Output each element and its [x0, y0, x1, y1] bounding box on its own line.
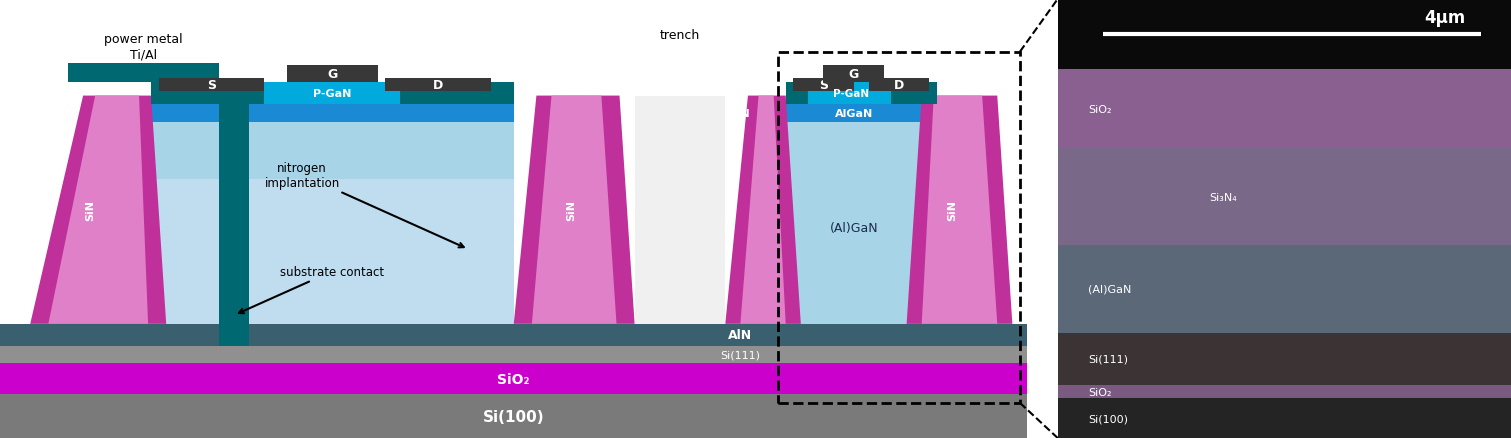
Text: SiN: SiN — [86, 200, 95, 221]
Bar — [1058, 70, 1511, 149]
Text: SiN: SiN — [947, 200, 956, 221]
Text: SiO₂: SiO₂ — [497, 372, 530, 386]
Bar — [861, 83, 937, 105]
Text: (Al)GaN: (Al)GaN — [830, 221, 878, 234]
Bar — [0, 346, 1027, 364]
Bar — [786, 123, 922, 324]
Text: SiO₂: SiO₂ — [1088, 387, 1112, 397]
Text: SiO₂: SiO₂ — [1088, 105, 1112, 114]
Bar — [219, 105, 249, 346]
Bar — [159, 79, 264, 92]
Polygon shape — [30, 96, 166, 324]
Bar — [1058, 399, 1511, 438]
Bar — [778, 53, 1020, 403]
Bar — [1058, 385, 1511, 399]
Text: SiN: SiN — [567, 200, 576, 221]
Text: Si(100): Si(100) — [1088, 413, 1127, 423]
Text: substrate contact: substrate contact — [239, 265, 384, 314]
Polygon shape — [48, 96, 148, 324]
Bar — [68, 64, 219, 83]
Text: nitrogen
implantation: nitrogen implantation — [264, 161, 464, 248]
Text: S: S — [819, 79, 828, 92]
Bar — [1058, 149, 1511, 245]
Text: Si(100): Si(100) — [484, 409, 544, 424]
Bar — [0, 394, 1027, 438]
Text: AlN: AlN — [728, 109, 751, 119]
Text: Si₃N₄: Si₃N₄ — [1209, 192, 1236, 202]
Polygon shape — [740, 96, 786, 324]
Bar — [287, 66, 378, 83]
Text: S: S — [207, 79, 216, 92]
Polygon shape — [922, 96, 997, 324]
Bar — [151, 123, 514, 324]
Bar — [0, 324, 1027, 346]
Polygon shape — [532, 96, 616, 324]
Text: Si(111): Si(111) — [1088, 354, 1127, 364]
Text: G: G — [849, 68, 858, 81]
Bar — [786, 83, 861, 105]
Text: D: D — [434, 79, 443, 92]
Bar — [869, 79, 929, 92]
Text: P-GaN: P-GaN — [833, 89, 869, 99]
Bar — [151, 105, 514, 123]
Text: G: G — [328, 68, 337, 81]
Text: Ti/Al: Ti/Al — [130, 48, 157, 61]
Polygon shape — [907, 96, 1012, 324]
Bar — [635, 96, 725, 324]
Text: Si(111): Si(111) — [719, 350, 760, 360]
Text: AlN: AlN — [728, 328, 752, 342]
Text: (Al)GaN: (Al)GaN — [1088, 284, 1132, 294]
Bar — [793, 79, 854, 92]
Polygon shape — [725, 96, 801, 324]
Text: power metal: power metal — [104, 33, 183, 46]
Bar — [786, 105, 922, 123]
Text: AlGaN: AlGaN — [834, 109, 873, 119]
Bar — [823, 66, 884, 83]
Bar — [0, 364, 1027, 394]
Text: trench: trench — [660, 28, 700, 42]
Bar — [151, 83, 287, 105]
Polygon shape — [514, 96, 635, 324]
Bar — [264, 83, 400, 105]
Bar — [1058, 0, 1511, 438]
Bar — [808, 83, 891, 105]
Text: 4μm: 4μm — [1425, 8, 1466, 27]
Bar — [151, 180, 514, 324]
Bar — [1058, 0, 1511, 70]
Text: P-GaN: P-GaN — [313, 89, 352, 99]
Bar — [1058, 333, 1511, 385]
Bar — [378, 83, 514, 105]
Bar — [385, 79, 491, 92]
Bar — [1058, 245, 1511, 333]
Text: D: D — [895, 79, 904, 92]
